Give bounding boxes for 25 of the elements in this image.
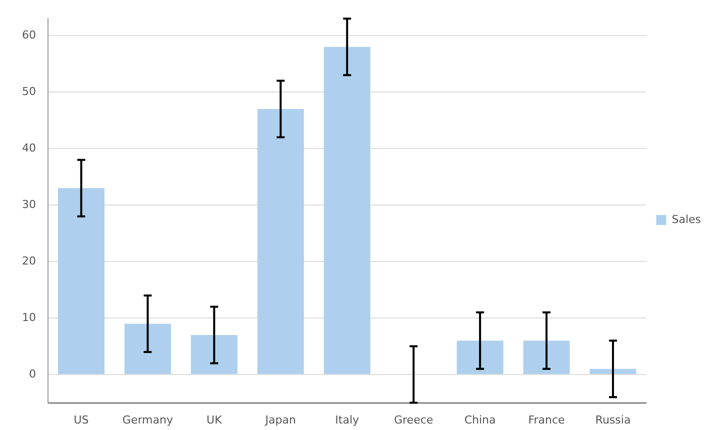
legend-label: Sales — [672, 212, 702, 226]
bar — [456, 340, 504, 374]
bar — [590, 368, 636, 374]
y-tick-label: 10 — [22, 310, 36, 324]
y-tick-label: 20 — [22, 254, 36, 268]
bar — [257, 109, 304, 374]
bar — [124, 324, 171, 374]
x-tick-label: Japan — [264, 413, 296, 426]
x-tick-label: France — [528, 413, 566, 426]
bar — [58, 188, 104, 374]
bar — [190, 335, 238, 374]
x-tick-label: China — [464, 413, 496, 426]
x-tick-label: UK — [206, 413, 223, 426]
x-tick-label: US — [74, 413, 89, 426]
y-tick-label: 60 — [22, 28, 36, 42]
y-tick-label: 0 — [28, 367, 36, 380]
bar — [324, 46, 370, 374]
x-tick-label: Greece — [394, 413, 434, 426]
x-tick-label: Russia — [595, 413, 631, 426]
y-tick-label: 50 — [22, 84, 36, 98]
x-tick-label: Italy — [335, 413, 360, 426]
bar — [523, 340, 570, 374]
y-tick-label: 40 — [22, 141, 36, 154]
x-tick-label: Germany — [122, 413, 174, 426]
y-tick-label: 30 — [22, 198, 36, 211]
